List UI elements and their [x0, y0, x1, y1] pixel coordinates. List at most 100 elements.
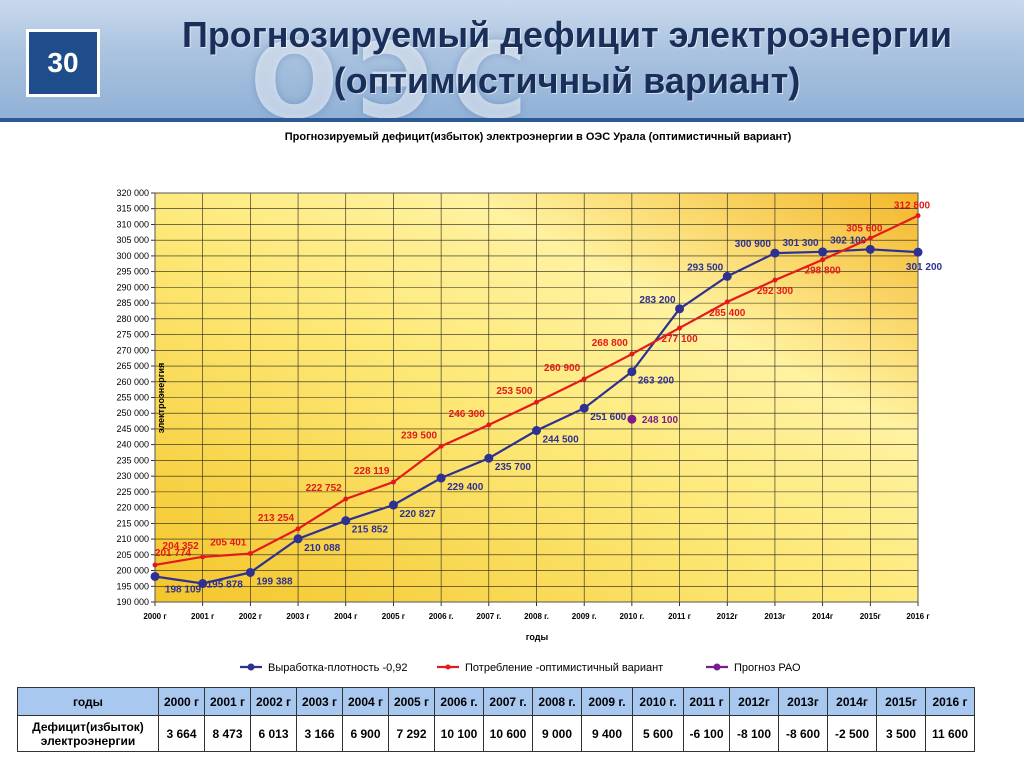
x-tick-label: 2013г [764, 612, 786, 621]
y-tick-label: 230 000 [116, 471, 149, 481]
series-0-point [293, 534, 303, 544]
slide-number-badge: 30 [26, 29, 100, 97]
y-axis-title: электроэнергия [156, 363, 166, 434]
table-value-cell: 6 013 [250, 715, 297, 752]
x-tick-label: 2012г [717, 612, 739, 621]
legend-marker-0 [247, 663, 255, 671]
slide-header: ОЭС УРАЛА [0, 0, 1024, 122]
series-0-data-label: 199 388 [256, 576, 293, 587]
y-tick-label: 310 000 [116, 219, 149, 229]
table-year-header: 2001 г [204, 687, 251, 716]
series-0-data-label: 195 878 [207, 580, 244, 591]
series-1-point [390, 479, 396, 485]
series-0-point [627, 367, 637, 377]
table-year-header: 2009 г. [581, 687, 633, 716]
series-0-point [722, 271, 732, 281]
series-0-data-label: 293 500 [687, 262, 724, 273]
series-1-data-label: 246 300 [449, 409, 486, 420]
series-1-data-label: 305 600 [846, 223, 883, 234]
series-0-data-label: 301 300 [782, 238, 819, 249]
series-1-point [152, 562, 158, 568]
series-1-data-label: 253 500 [496, 386, 533, 397]
table-year-header: 2014г [827, 687, 877, 716]
table-value-cell: 10 100 [434, 715, 484, 752]
series-0-data-label: 198 109 [165, 584, 202, 595]
y-tick-label: 295 000 [116, 267, 149, 277]
series-1-data-label: 239 500 [401, 430, 438, 441]
series-1-data-label: 285 400 [709, 308, 746, 319]
y-tick-label: 280 000 [116, 314, 149, 324]
table-value-cell: -8 100 [729, 715, 779, 752]
chart-title: Прогнозируемый дефицит(избыток) электроэ… [284, 131, 792, 143]
series-2-data-label: 248 100 [642, 415, 679, 426]
series-0-data-label: 300 900 [735, 239, 772, 250]
table-year-header: 2016 г [925, 687, 975, 716]
series-1-point [677, 325, 683, 331]
x-tick-label: 2003 г [286, 612, 310, 621]
series-1-point [772, 277, 778, 283]
header-divider [0, 118, 1024, 122]
x-tick-label: 2005 г [382, 612, 406, 621]
table-value-cell: 6 900 [342, 715, 389, 752]
series-2-point [627, 414, 637, 424]
series-0-data-label: 235 700 [495, 462, 532, 473]
series-1-point [200, 554, 206, 560]
series-0-data-label: 251 600 [590, 412, 627, 423]
series-1-data-label: 222 752 [306, 483, 343, 494]
series-0-data-label: 210 088 [304, 543, 341, 554]
plot-border [154, 192, 919, 603]
legend-marker-2 [713, 663, 721, 671]
series-0-point [388, 500, 398, 510]
x-tick-label: 2016 г [906, 612, 930, 621]
table-year-header: 2004 г [342, 687, 389, 716]
y-tick-label: 245 000 [116, 424, 149, 434]
y-tick-label: 200 000 [116, 566, 149, 576]
y-tick-label: 305 000 [116, 235, 149, 245]
x-axis-title: годы [526, 632, 549, 642]
series-1-point [820, 257, 826, 263]
series-0-point [579, 403, 589, 413]
table-value-cell: -6 100 [683, 715, 730, 752]
series-0-data-label: 301 200 [906, 262, 943, 273]
legend-label-0: Выработка-плотность -0,92 [268, 662, 408, 674]
y-tick-label: 205 000 [116, 550, 149, 560]
y-tick-label: 220 000 [116, 503, 149, 513]
slide-number: 30 [47, 47, 79, 78]
x-tick-label: 2015г [860, 612, 882, 621]
slide-title-line1: Прогнозируемый дефицит электроэнергии [181, 14, 953, 55]
x-tick-label: 2009 г. [572, 612, 597, 621]
table-header-row: годы 2000 г 2001 г 2002 г 2003 г 2004 г 2005 … [17, 687, 975, 716]
x-tick-label: 2006 г. [429, 612, 454, 621]
table-year-header: 2003 г [296, 687, 343, 716]
table-year-header: 2015г [876, 687, 926, 716]
series-0-point [150, 571, 160, 581]
series-1-point [247, 551, 253, 557]
x-tick-label: 2014г [812, 612, 834, 621]
series-0-point [436, 473, 446, 483]
table-row-label-line2: электроэнергии [40, 733, 136, 748]
x-tick-label: 2007 г. [476, 612, 501, 621]
table-year-header: 2006 г. [434, 687, 484, 716]
series-1-data-label: 213 254 [258, 513, 295, 524]
series-1-data-label: 228 119 [354, 466, 390, 477]
table-year-header: 2011 г [683, 687, 730, 716]
series-1-point [343, 496, 349, 502]
y-tick-label: 270 000 [116, 345, 149, 355]
table-value-cell: -2 500 [827, 715, 877, 752]
y-tick-label: 255 000 [116, 393, 149, 403]
y-tick-label: 275 000 [116, 330, 149, 340]
series-0-data-label: 263 200 [638, 376, 675, 387]
series-0-data-label: 229 400 [447, 482, 484, 493]
y-tick-label: 290 000 [116, 282, 149, 292]
y-tick-label: 285 000 [116, 298, 149, 308]
table-year-header: 2008 г. [532, 687, 582, 716]
series-0-point [913, 247, 923, 257]
legend-label-2: Прогноз РАО [734, 662, 801, 674]
table-value-cell: 11 600 [925, 715, 975, 752]
series-1-point [486, 422, 492, 428]
series-0-point [198, 579, 208, 589]
series-1-data-label: 205 401 [210, 538, 247, 549]
slide-title-line2: (оптимистичный вариант) [333, 60, 801, 101]
table-year-header: 2007 г. [483, 687, 533, 716]
slide-title: Прогнозируемый дефицит электроэнергии (о… [110, 12, 1024, 104]
